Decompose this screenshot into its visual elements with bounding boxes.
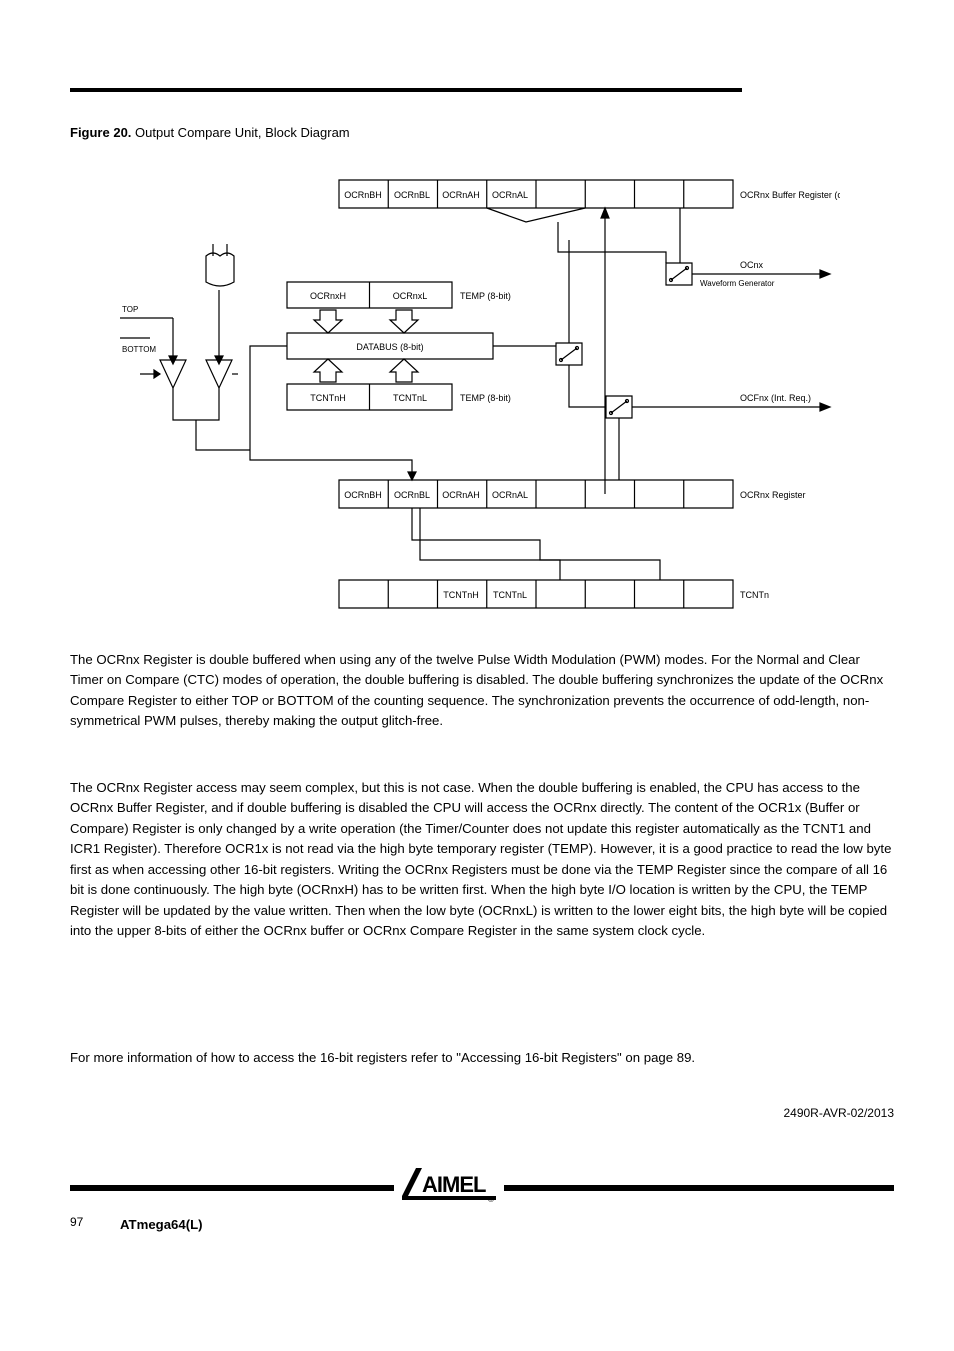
svg-text:BOTTOM: BOTTOM	[122, 345, 156, 354]
svg-text:TCNTnH: TCNTnH	[310, 393, 346, 403]
page-number: 97	[70, 1215, 83, 1229]
svg-text:Waveform Generator: Waveform Generator	[700, 279, 775, 288]
switch-2	[606, 396, 632, 418]
svg-text:OCRnAL: OCRnAL	[492, 490, 528, 500]
svg-text:OCRnAL: OCRnAL	[492, 190, 528, 200]
figure-name: Output Compare Unit, Block Diagram	[135, 125, 350, 140]
svg-text:OCRnAH: OCRnAH	[442, 490, 480, 500]
paragraph-2: The OCRnx Register access may seem compl…	[70, 778, 894, 942]
reg-label: OCRnx Buffer Register (only PWM)	[740, 190, 840, 200]
reg-ocrnx-buffer: OCRnx Buffer Register (only PWM)	[339, 180, 840, 222]
svg-text:AIMEL: AIMEL	[422, 1172, 486, 1197]
svg-text:TEMP (8-bit): TEMP (8-bit)	[460, 393, 511, 403]
svg-text:OCRnBH: OCRnBH	[344, 490, 382, 500]
switch-3	[666, 263, 692, 285]
doc-id: 2490R-AVR-02/2013	[783, 1106, 894, 1120]
svg-text:OCRnBL: OCRnBL	[394, 490, 430, 500]
paragraph-3: For more information of how to access th…	[70, 1048, 894, 1068]
figure-prefix: Figure 20.	[70, 125, 131, 140]
and-gate-icon	[206, 244, 234, 286]
svg-text:OCRnBL: OCRnBL	[394, 190, 430, 200]
svg-text:®: ®	[488, 1195, 494, 1202]
svg-text:OCnx: OCnx	[740, 260, 764, 270]
svg-text:TCNTn: TCNTn	[740, 590, 769, 600]
svg-text:DATABUS (8-bit): DATABUS (8-bit)	[356, 342, 423, 352]
block-diagram: OCRnx Buffer Register (only PWM) OCRnBH …	[120, 160, 840, 630]
svg-text:OCRnxH: OCRnxH	[310, 291, 346, 301]
svg-text:OCRnxL: OCRnxL	[393, 291, 428, 301]
atmel-logo-icon: AIMEL ®	[402, 1168, 496, 1207]
reg-tcnt: TCNTn	[339, 580, 769, 608]
footer-rule-left	[70, 1185, 394, 1191]
svg-text:OCRnBH: OCRnBH	[344, 190, 382, 200]
svg-text:TCNTnH: TCNTnH	[443, 590, 479, 600]
svg-text:OCRnx Register: OCRnx Register	[740, 490, 806, 500]
svg-text:TCNTnL: TCNTnL	[493, 590, 527, 600]
svg-text:TCNTnL: TCNTnL	[393, 393, 427, 403]
top-rule	[70, 88, 742, 92]
doc-title: ATmega64(L)	[120, 1215, 203, 1235]
svg-text:TEMP (8-bit): TEMP (8-bit)	[460, 291, 511, 301]
databus: DATABUS (8-bit)	[287, 333, 493, 359]
svg-text:TOP: TOP	[122, 305, 138, 314]
footer-rule-right	[504, 1185, 894, 1191]
svg-text:OCFnx (Int. Req.): OCFnx (Int. Req.)	[740, 393, 811, 403]
svg-text:OCRnAH: OCRnAH	[442, 190, 480, 200]
figure-title: Figure 20. Output Compare Unit, Block Di…	[70, 125, 350, 140]
switch-1	[556, 343, 582, 365]
paragraph-1: The OCRnx Register is double buffered wh…	[70, 650, 894, 732]
